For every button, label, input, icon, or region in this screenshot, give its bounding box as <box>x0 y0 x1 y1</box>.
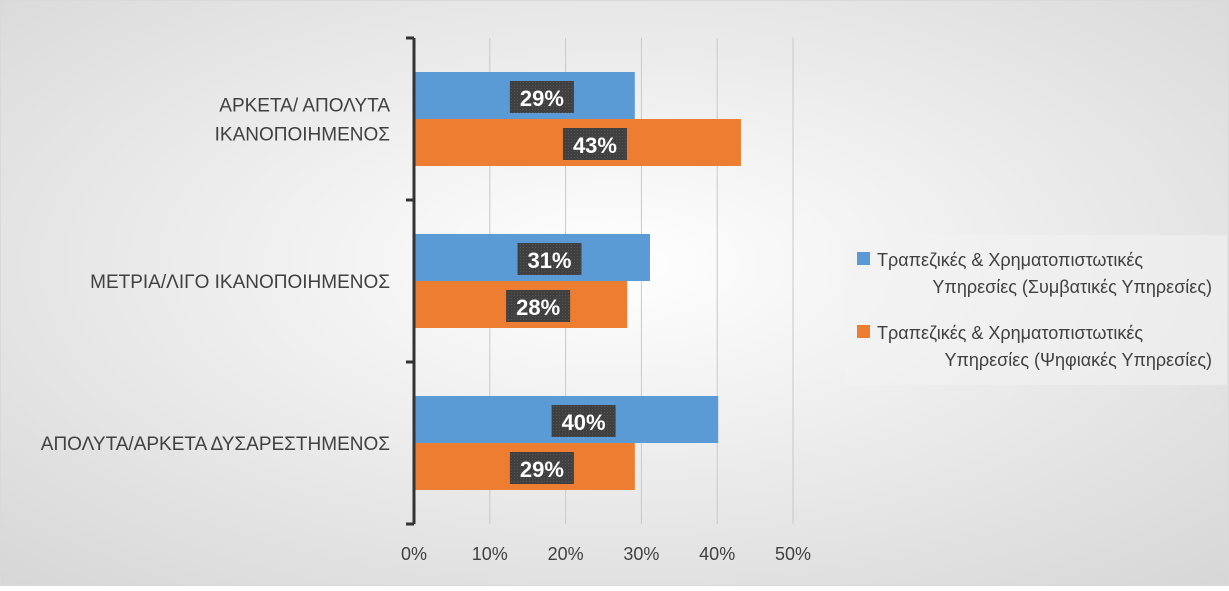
legend-swatch <box>857 325 870 338</box>
legend-label: Τραπεζικές & Χρηματοπιστωτικές <box>877 323 1143 343</box>
data-label-box <box>506 290 571 322</box>
legend-box <box>845 235 1227 385</box>
data-label-box <box>517 243 582 275</box>
y-category-label: ΑΡΚΕΤΑ/ ΑΠΟΛΥΤΑ <box>219 96 390 117</box>
data-label: 40% <box>562 410 606 435</box>
data-label: 28% <box>516 295 560 320</box>
data-label-box <box>551 405 616 437</box>
y-category-label: ΙΚΑΝΟΠΟΙΗΜΕΝΟΣ <box>215 125 390 146</box>
x-tick-label: 50% <box>775 544 811 564</box>
y-category-label: ΜΕΤΡΙΑ/ΛΙΓΟ ΙΚΑΝΟΠΟΙΗΜΕΝΟΣ <box>90 272 390 293</box>
x-tick-label: 40% <box>699 544 735 564</box>
x-tick-label: 10% <box>472 544 508 564</box>
legend-label: Υπηρεσίες (Ψηφιακές Υπηρεσίες) <box>944 350 1212 370</box>
data-label: 29% <box>520 457 564 482</box>
y-category-label: ΑΠΟΛΥΤΑ/ΑΡΚΕΤΑ ΔΥΣΑΡΕΣΤΗΜΕΝΟΣ <box>41 434 390 455</box>
legend: Τραπεζικές & Χρηματοπιστωτικές Υπηρεσίες … <box>845 235 1227 385</box>
x-tick-label: 0% <box>401 544 427 564</box>
data-label-box <box>509 452 574 484</box>
data-label: 43% <box>573 133 617 158</box>
data-label: 31% <box>527 248 571 273</box>
data-label: 29% <box>520 86 564 111</box>
legend-swatch <box>857 252 870 265</box>
x-tick-label: 20% <box>548 544 584 564</box>
axes: 0% 10% 20% 30% 40% 50% ΑΡΚΕΤΑ/ ΑΠΟΛΥΤΑ ΙΚΑΝΟΠΟΙ… <box>41 36 811 564</box>
x-tick-label: 30% <box>623 544 659 564</box>
data-labels: 29% 43% 31% 28% 40% 29% <box>506 81 627 484</box>
data-label-box <box>562 128 627 160</box>
legend-label: Τραπεζικές & Χρηματοπιστωτικές <box>877 250 1143 270</box>
legend-label: Υπηρεσίες (Συμβατικές Υπηρεσίες) <box>932 277 1212 297</box>
data-label-box <box>509 81 574 113</box>
